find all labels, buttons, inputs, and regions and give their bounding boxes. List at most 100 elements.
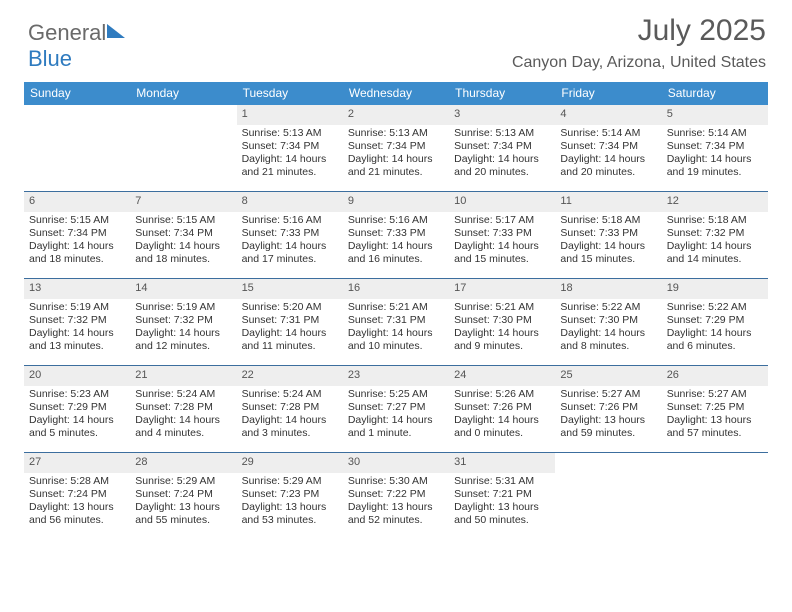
sunrise-text: Sunrise: 5:21 AM bbox=[454, 301, 550, 314]
logo: General Blue bbox=[28, 20, 125, 72]
day-number: 11 bbox=[555, 192, 661, 212]
sunrise-text: Sunrise: 5:31 AM bbox=[454, 475, 550, 488]
calendar-day: 21Sunrise: 5:24 AMSunset: 7:28 PMDayligh… bbox=[130, 366, 236, 452]
daylight-text: Daylight: 14 hours and 11 minutes. bbox=[242, 327, 338, 353]
calendar-day: 24Sunrise: 5:26 AMSunset: 7:26 PMDayligh… bbox=[449, 366, 555, 452]
sunset-text: Sunset: 7:24 PM bbox=[29, 488, 125, 501]
sunrise-text: Sunrise: 5:18 AM bbox=[560, 214, 656, 227]
sunrise-text: Sunrise: 5:30 AM bbox=[348, 475, 444, 488]
daylight-text: Daylight: 14 hours and 18 minutes. bbox=[135, 240, 231, 266]
daylight-text: Daylight: 14 hours and 17 minutes. bbox=[242, 240, 338, 266]
page-subtitle: Canyon Day, Arizona, United States bbox=[512, 54, 766, 72]
calendar-day: . bbox=[24, 105, 130, 191]
daylight-text: Daylight: 14 hours and 15 minutes. bbox=[560, 240, 656, 266]
sunrise-text: Sunrise: 5:13 AM bbox=[454, 127, 550, 140]
day-number: 30 bbox=[343, 453, 449, 473]
daylight-text: Daylight: 14 hours and 20 minutes. bbox=[560, 153, 656, 179]
calendar-day: . bbox=[130, 105, 236, 191]
col-saturday: Saturday bbox=[662, 82, 768, 105]
sunrise-text: Sunrise: 5:25 AM bbox=[348, 388, 444, 401]
day-number: 10 bbox=[449, 192, 555, 212]
sunrise-text: Sunrise: 5:24 AM bbox=[242, 388, 338, 401]
calendar-day: 19Sunrise: 5:22 AMSunset: 7:29 PMDayligh… bbox=[662, 279, 768, 365]
daylight-text: Daylight: 13 hours and 56 minutes. bbox=[29, 501, 125, 527]
day-number: 15 bbox=[237, 279, 343, 299]
day-number: 12 bbox=[662, 192, 768, 212]
daylight-text: Daylight: 14 hours and 8 minutes. bbox=[560, 327, 656, 353]
day-number: 8 bbox=[237, 192, 343, 212]
sunrise-text: Sunrise: 5:18 AM bbox=[667, 214, 763, 227]
daylight-text: Daylight: 14 hours and 15 minutes. bbox=[454, 240, 550, 266]
daylight-text: Daylight: 14 hours and 20 minutes. bbox=[454, 153, 550, 179]
calendar-week: 13Sunrise: 5:19 AMSunset: 7:32 PMDayligh… bbox=[24, 278, 768, 365]
calendar-day: 27Sunrise: 5:28 AMSunset: 7:24 PMDayligh… bbox=[24, 453, 130, 539]
daylight-text: Daylight: 13 hours and 55 minutes. bbox=[135, 501, 231, 527]
calendar-day: 10Sunrise: 5:17 AMSunset: 7:33 PMDayligh… bbox=[449, 192, 555, 278]
col-monday: Monday bbox=[130, 82, 236, 105]
day-number: 2 bbox=[343, 105, 449, 125]
sunrise-text: Sunrise: 5:13 AM bbox=[348, 127, 444, 140]
sunrise-text: Sunrise: 5:26 AM bbox=[454, 388, 550, 401]
calendar-day: 1Sunrise: 5:13 AMSunset: 7:34 PMDaylight… bbox=[237, 105, 343, 191]
sunrise-text: Sunrise: 5:27 AM bbox=[667, 388, 763, 401]
daylight-text: Daylight: 14 hours and 3 minutes. bbox=[242, 414, 338, 440]
sunset-text: Sunset: 7:31 PM bbox=[348, 314, 444, 327]
calendar-day: 8 Sunrise: 5:16 AMSunset: 7:33 PMDaylight… bbox=[237, 192, 343, 278]
day-number: 3 bbox=[449, 105, 555, 125]
daylight-text: Daylight: 14 hours and 19 minutes. bbox=[667, 153, 763, 179]
sunset-text: Sunset: 7:32 PM bbox=[135, 314, 231, 327]
daylight-text: Daylight: 14 hours and 1 minute. bbox=[348, 414, 444, 440]
day-number: 5 bbox=[662, 105, 768, 125]
sunrise-text: Sunrise: 5:15 AM bbox=[29, 214, 125, 227]
daylight-text: Daylight: 14 hours and 21 minutes. bbox=[242, 153, 338, 179]
sunset-text: Sunset: 7:33 PM bbox=[348, 227, 444, 240]
calendar-day: 17Sunrise: 5:21 AMSunset: 7:30 PMDayligh… bbox=[449, 279, 555, 365]
daylight-text: Daylight: 14 hours and 16 minutes. bbox=[348, 240, 444, 266]
sunrise-text: Sunrise: 5:15 AM bbox=[135, 214, 231, 227]
sunset-text: Sunset: 7:24 PM bbox=[135, 488, 231, 501]
daylight-text: Daylight: 14 hours and 4 minutes. bbox=[135, 414, 231, 440]
daylight-text: Daylight: 14 hours and 6 minutes. bbox=[667, 327, 763, 353]
sunset-text: Sunset: 7:33 PM bbox=[242, 227, 338, 240]
day-number: 31 bbox=[449, 453, 555, 473]
sunset-text: Sunset: 7:34 PM bbox=[667, 140, 763, 153]
sunrise-text: Sunrise: 5:19 AM bbox=[135, 301, 231, 314]
day-number: 29 bbox=[237, 453, 343, 473]
daylight-text: Daylight: 14 hours and 12 minutes. bbox=[135, 327, 231, 353]
calendar: Sunday Monday Tuesday Wednesday Thursday… bbox=[24, 82, 768, 539]
logo-triangle-icon bbox=[107, 24, 125, 38]
sunset-text: Sunset: 7:26 PM bbox=[454, 401, 550, 414]
day-number: 24 bbox=[449, 366, 555, 386]
col-thursday: Thursday bbox=[449, 82, 555, 105]
calendar-body: ..1Sunrise: 5:13 AMSunset: 7:34 PMDaylig… bbox=[24, 105, 768, 539]
calendar-header-row: Sunday Monday Tuesday Wednesday Thursday… bbox=[24, 82, 768, 105]
sunrise-text: Sunrise: 5:13 AM bbox=[242, 127, 338, 140]
sunset-text: Sunset: 7:34 PM bbox=[242, 140, 338, 153]
sunrise-text: Sunrise: 5:16 AM bbox=[242, 214, 338, 227]
day-number: 13 bbox=[24, 279, 130, 299]
daylight-text: Daylight: 14 hours and 21 minutes. bbox=[348, 153, 444, 179]
sunrise-text: Sunrise: 5:21 AM bbox=[348, 301, 444, 314]
sunrise-text: Sunrise: 5:20 AM bbox=[242, 301, 338, 314]
sunset-text: Sunset: 7:28 PM bbox=[135, 401, 231, 414]
day-number: 22 bbox=[237, 366, 343, 386]
calendar-day: 30Sunrise: 5:30 AMSunset: 7:22 PMDayligh… bbox=[343, 453, 449, 539]
day-number: 9 bbox=[343, 192, 449, 212]
sunset-text: Sunset: 7:21 PM bbox=[454, 488, 550, 501]
sunrise-text: Sunrise: 5:29 AM bbox=[242, 475, 338, 488]
day-number: 25 bbox=[555, 366, 661, 386]
calendar-day: 2Sunrise: 5:13 AMSunset: 7:34 PMDaylight… bbox=[343, 105, 449, 191]
logo-text-2: Blue bbox=[28, 46, 72, 71]
sunrise-text: Sunrise: 5:27 AM bbox=[560, 388, 656, 401]
sunrise-text: Sunrise: 5:17 AM bbox=[454, 214, 550, 227]
sunset-text: Sunset: 7:23 PM bbox=[242, 488, 338, 501]
sunset-text: Sunset: 7:29 PM bbox=[29, 401, 125, 414]
sunrise-text: Sunrise: 5:19 AM bbox=[29, 301, 125, 314]
calendar-week: ..1Sunrise: 5:13 AMSunset: 7:34 PMDaylig… bbox=[24, 105, 768, 191]
calendar-day: . bbox=[555, 453, 661, 539]
day-number: 23 bbox=[343, 366, 449, 386]
calendar-day: 31Sunrise: 5:31 AMSunset: 7:21 PMDayligh… bbox=[449, 453, 555, 539]
calendar-day: 12Sunrise: 5:18 AMSunset: 7:32 PMDayligh… bbox=[662, 192, 768, 278]
sunset-text: Sunset: 7:22 PM bbox=[348, 488, 444, 501]
daylight-text: Daylight: 13 hours and 53 minutes. bbox=[242, 501, 338, 527]
